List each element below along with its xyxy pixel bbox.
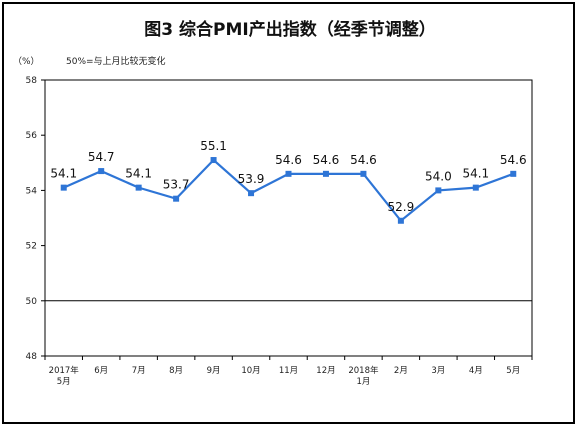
y-tick-label: 54 [26, 186, 38, 196]
data-label: 54.7 [88, 150, 115, 164]
chart-note: 50%=与上月比较无变化 [66, 55, 166, 67]
data-point [472, 184, 479, 191]
chart-frame [2, 2, 575, 424]
x-tick-label: 5月 [506, 366, 520, 376]
x-tick-label: 7月 [132, 366, 146, 376]
plot-area-border [44, 79, 533, 357]
data-point [173, 195, 180, 202]
data-point [210, 157, 217, 164]
y-tick-label: 52 [26, 242, 37, 252]
y-tick-label: 58 [26, 76, 38, 86]
data-label: 55.1 [200, 139, 227, 153]
data-label: 54.6 [313, 153, 340, 167]
data-point [397, 217, 404, 224]
data-point [285, 170, 292, 177]
data-label: 54.1 [50, 167, 77, 181]
x-tick-label: 9月 [207, 366, 221, 376]
data-point [322, 170, 329, 177]
x-tick-label: 2017年 5月 [49, 365, 80, 387]
x-tick-label: 2018年 1月 [348, 365, 379, 387]
x-tick-label: 6月 [94, 366, 108, 376]
x-tick-label: 8月 [169, 366, 183, 376]
x-tick-label: 3月 [431, 366, 445, 376]
data-label: 54.6 [500, 153, 527, 167]
axes: 48 50 52 54 56 58 2017年 5月 6月 7月 8月 9月 10月 11月 12月 2018… [26, 76, 533, 387]
data-label: 54.6 [275, 153, 302, 167]
data-label: 54.1 [125, 167, 152, 181]
x-tick-label: 10月 [241, 366, 260, 376]
data-point [360, 170, 367, 177]
data-label: 53.9 [238, 172, 265, 186]
data-label: 54.1 [462, 167, 489, 181]
data-label: 53.7 [163, 178, 190, 192]
data-point [510, 170, 517, 177]
y-tick-label: 56 [26, 131, 38, 141]
x-tick-label: 12月 [316, 366, 335, 376]
data-label: 54.6 [350, 153, 377, 167]
x-tick-label: 4月 [469, 366, 483, 376]
series-marks: 54.1 54.7 54.1 53.7 55.1 53.9 54.6 54.6 54.6 52.9… [50, 139, 527, 224]
data-point [135, 184, 142, 191]
y-tick-label: 48 [26, 352, 38, 362]
data-point [98, 168, 105, 175]
x-tick-label: 11月 [279, 366, 298, 376]
data-point [60, 184, 67, 191]
data-label: 54.0 [425, 169, 452, 183]
y-tick-label: 50 [26, 297, 38, 307]
data-label: 52.9 [388, 200, 415, 214]
data-point [435, 187, 442, 194]
chart-title: 图3 综合PMI产出指数（经季节调整） [144, 19, 435, 40]
y-unit-label: （%） [13, 56, 40, 67]
x-tick-label: 2月 [394, 366, 408, 376]
data-point [248, 190, 255, 197]
